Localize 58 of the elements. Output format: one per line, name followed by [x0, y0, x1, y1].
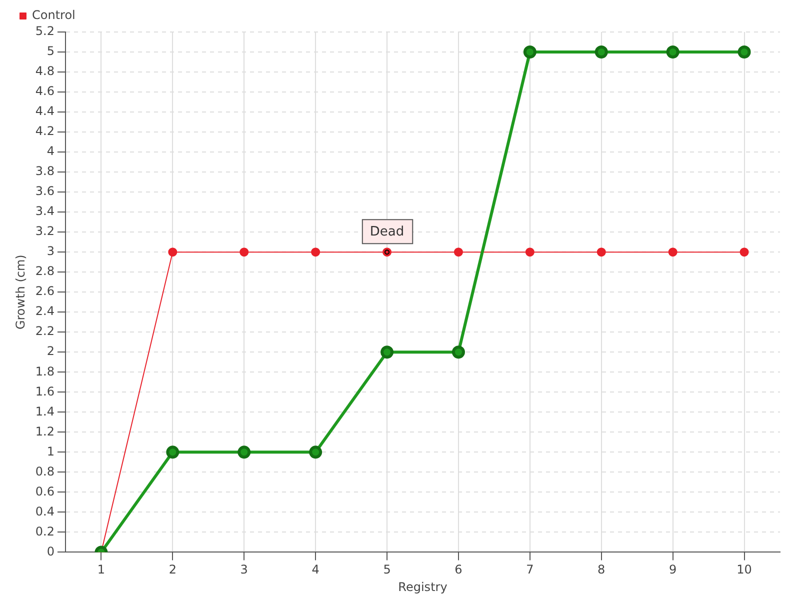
point — [523, 46, 536, 59]
point — [168, 248, 178, 257]
y-tick-label: 4.4 — [35, 104, 54, 118]
y-tick-label: 0.4 — [35, 504, 54, 518]
point — [525, 248, 534, 257]
x-tick-label: 9 — [669, 562, 677, 577]
y-tick-label: 2.6 — [35, 284, 54, 298]
point — [452, 346, 465, 359]
y-tick-label: 1.8 — [35, 364, 54, 378]
point — [668, 248, 678, 257]
x-axis-title: Registry — [398, 580, 448, 594]
y-tick-label: 3 — [46, 244, 54, 258]
y-tick-label: 2 — [46, 344, 54, 358]
y-tick-label: 1 — [46, 444, 54, 458]
point — [238, 446, 251, 459]
y-tick-label: 0 — [46, 544, 54, 558]
point — [666, 46, 680, 59]
y-tick-label: 3.4 — [35, 204, 54, 218]
y-tick-label: 2.2 — [35, 324, 54, 338]
y-axis-title: Growth (cm) — [13, 254, 28, 330]
y-tick-label: 0.8 — [35, 464, 54, 478]
y-tick-label: 4 — [46, 144, 54, 158]
y-tick-label: 4.2 — [35, 124, 54, 138]
x-tick-label: 10 — [736, 562, 752, 577]
annotation: Dead — [370, 224, 404, 240]
y-tick-label: 0.2 — [35, 524, 54, 538]
point — [380, 346, 394, 359]
y-tick-label: 5.2 — [35, 24, 54, 38]
x-tick-label: 4 — [312, 562, 320, 577]
point — [309, 446, 322, 459]
y-tick-label: 3.8 — [35, 164, 54, 178]
y-tick-label: 1.6 — [35, 384, 54, 398]
point — [311, 248, 320, 257]
point — [738, 46, 751, 59]
x-tick-label: 8 — [598, 562, 606, 577]
x-tick-label: 3 — [240, 562, 248, 577]
y-tick-label: 1.4 — [35, 404, 54, 418]
x-tick-label: 1 — [97, 562, 106, 577]
x-tick-label: 5 — [383, 562, 391, 577]
y-tick-label: 1.2 — [35, 424, 54, 438]
point — [740, 248, 749, 257]
y-tick-label: 4.8 — [35, 64, 54, 78]
point — [240, 248, 249, 257]
point — [166, 446, 180, 459]
point — [594, 46, 608, 59]
y-tick-label: 3.2 — [35, 224, 54, 238]
y-tick-label: 2.8 — [35, 264, 54, 278]
point — [596, 248, 606, 257]
y-tick-label: 0.6 — [35, 484, 54, 498]
y-tick-label: 3.6 — [35, 184, 54, 198]
x-tick-label: 6 — [454, 562, 462, 577]
legend-label: Control — [32, 8, 76, 22]
x-tick-label: 7 — [526, 562, 534, 577]
point — [454, 248, 463, 257]
y-tick-label: 2.4 — [35, 304, 54, 318]
y-tick-label: 4.6 — [35, 84, 54, 98]
x-tick-label: 2 — [168, 562, 176, 577]
y-tick-label: 5 — [46, 44, 54, 58]
